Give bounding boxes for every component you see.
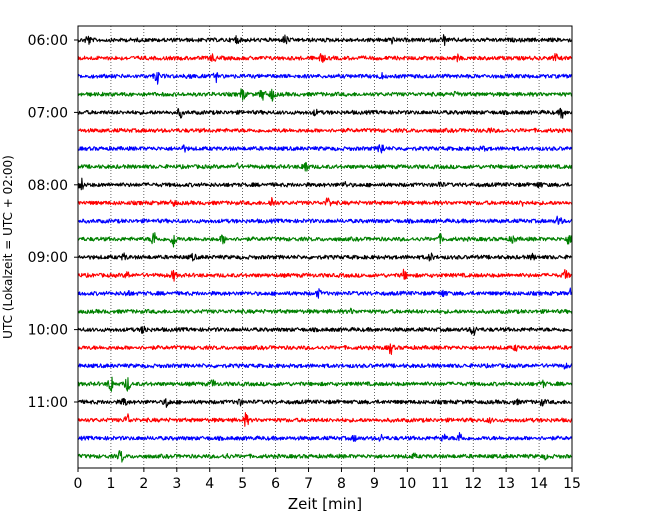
trace-1115: [77, 412, 573, 427]
x-tick-label: 12: [464, 476, 482, 492]
trace-1015: [77, 343, 573, 355]
trace-0830: [77, 215, 573, 225]
x-tick-label: 7: [304, 476, 313, 492]
trace-0615: [77, 52, 573, 63]
x-tick-label: 4: [205, 476, 214, 492]
y-tick-label: 09:00: [28, 250, 68, 266]
x-tick-label: 10: [398, 476, 416, 492]
trace-0900: [77, 252, 573, 262]
trace-0915: [77, 268, 573, 282]
trace-1045: [77, 376, 573, 392]
y-tick-label: 06:00: [28, 33, 68, 49]
trace-0800: [77, 177, 573, 191]
trace-1130: [77, 431, 573, 442]
trace-0745: [77, 161, 573, 172]
x-tick-label: 3: [172, 476, 181, 492]
y-tick-label: 08:00: [28, 178, 68, 194]
x-axis-label: Zeit [min]: [288, 495, 362, 513]
trace-1145: [77, 450, 573, 463]
plot-frame: [77, 25, 573, 469]
trace-0645: [77, 88, 573, 102]
x-tick-label: 0: [74, 476, 83, 492]
trace-1000: [77, 325, 573, 336]
x-tick-label: 5: [238, 476, 247, 492]
trace-1030: [77, 362, 573, 370]
x-tick-label: 11: [431, 476, 449, 492]
x-axis: 0 1 2 3 4 5 6 7 8 9 10 11 12 13 14 15: [74, 468, 581, 492]
y-axis-label: UTC (Lokalzeit = UTC + 02:00): [1, 155, 15, 339]
trace-0930: [77, 287, 573, 299]
seismic-traces: [77, 34, 573, 463]
y-axis: 06:00 07:00 08:00 09:00 10:00 11:00: [28, 33, 78, 411]
x-tick-label: 6: [271, 476, 280, 492]
trace-0945: [77, 307, 573, 315]
y-tick-label: 07:00: [28, 105, 68, 121]
x-tick-label: 14: [530, 476, 548, 492]
x-tick-label: 2: [139, 476, 148, 492]
y-tick-label: 11:00: [28, 395, 68, 411]
x-tick-label: 1: [106, 476, 115, 492]
trace-0815: [77, 197, 573, 207]
x-tick-label: 13: [497, 476, 515, 492]
trace-0730: [77, 144, 573, 154]
x-tick-label: 9: [370, 476, 379, 492]
trace-0630: [77, 71, 573, 85]
trace-0700: [77, 107, 573, 119]
trace-0600: [77, 34, 573, 47]
trace-0715: [77, 127, 572, 134]
y-tick-label: 10:00: [28, 323, 68, 339]
trace-1100: [77, 397, 573, 408]
trace-0845: [77, 232, 573, 248]
x-tick-label: 15: [563, 476, 581, 492]
x-tick-label: 8: [337, 476, 346, 492]
